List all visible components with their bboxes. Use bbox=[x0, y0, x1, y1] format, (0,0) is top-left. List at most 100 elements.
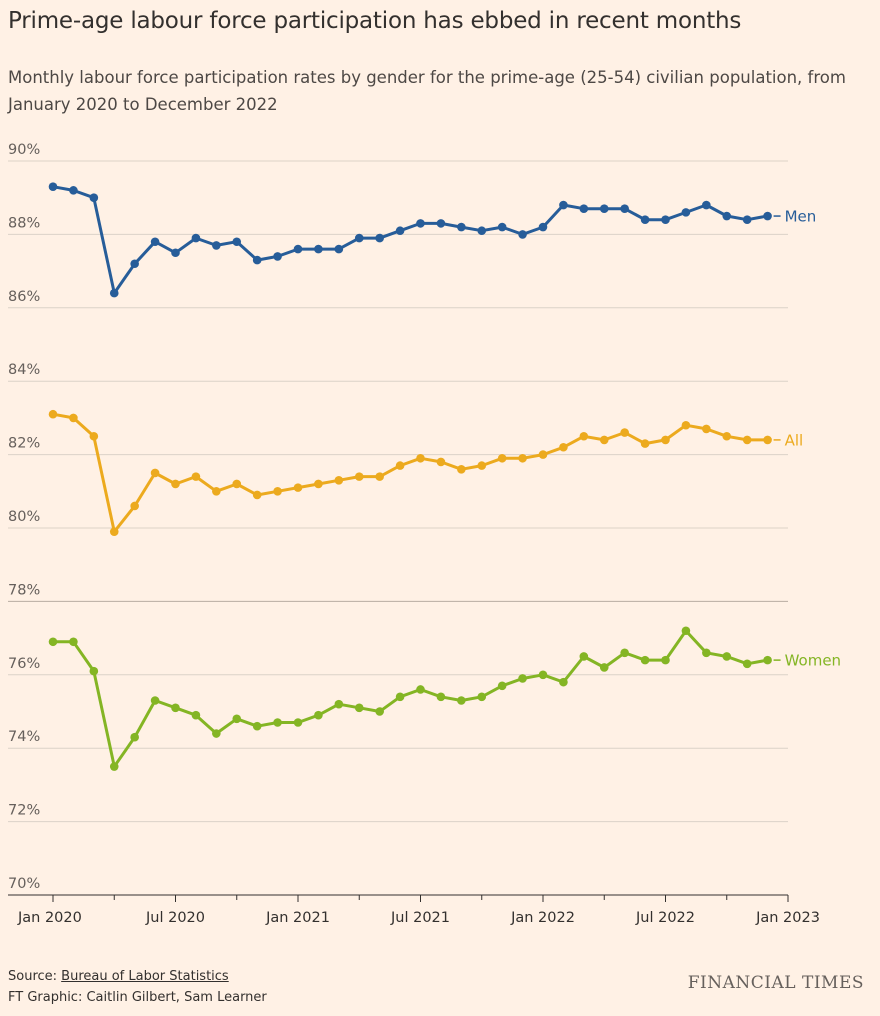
data-point-women bbox=[661, 655, 670, 665]
data-point-women bbox=[150, 696, 160, 705]
data-point-all bbox=[273, 487, 282, 496]
data-point-men bbox=[457, 222, 466, 232]
data-point-men bbox=[130, 259, 139, 269]
data-point-men bbox=[150, 237, 160, 247]
data-point-men bbox=[559, 200, 568, 210]
data-point-all bbox=[150, 468, 160, 478]
data-point-women bbox=[89, 666, 99, 676]
data-point-women bbox=[722, 652, 732, 661]
data-point-all bbox=[477, 461, 487, 470]
data-point-men bbox=[661, 215, 670, 225]
x-tick-label: Jul 2021 bbox=[390, 910, 450, 926]
data-point-men bbox=[375, 233, 384, 243]
data-point-all bbox=[497, 453, 507, 463]
x-tick-label: Jan 2023 bbox=[755, 910, 820, 926]
data-point-women bbox=[69, 637, 78, 647]
data-point-women bbox=[763, 655, 772, 665]
data-point-men bbox=[742, 215, 752, 225]
data-point-men bbox=[477, 226, 487, 236]
data-point-women bbox=[395, 692, 405, 702]
data-point-women bbox=[354, 703, 364, 713]
series-line-men bbox=[51, 185, 770, 295]
data-point-women bbox=[457, 696, 466, 705]
data-point-women bbox=[48, 637, 58, 647]
data-point-all bbox=[620, 428, 629, 437]
chart-title: Prime-age labour force participation has… bbox=[8, 8, 742, 34]
data-point-men bbox=[579, 204, 589, 214]
data-point-women bbox=[314, 710, 323, 720]
data-point-men bbox=[191, 233, 201, 243]
data-point-men bbox=[89, 193, 99, 202]
series-group bbox=[48, 182, 772, 771]
y-tick-label: 78% bbox=[8, 582, 40, 598]
data-point-women bbox=[640, 655, 650, 665]
data-point-all bbox=[354, 472, 364, 481]
data-point-women bbox=[436, 692, 446, 702]
y-tick-label: 76% bbox=[8, 656, 40, 672]
data-point-women bbox=[109, 762, 119, 771]
y-tick-label: 82% bbox=[8, 436, 40, 452]
data-point-men bbox=[436, 219, 446, 228]
data-point-men bbox=[48, 182, 58, 191]
y-tick-label: 88% bbox=[8, 215, 40, 231]
data-point-men bbox=[109, 288, 119, 298]
data-point-women bbox=[477, 692, 487, 702]
data-point-men bbox=[395, 226, 405, 236]
data-point-women bbox=[252, 721, 262, 731]
data-point-all bbox=[599, 435, 609, 445]
data-point-women bbox=[538, 670, 548, 680]
credit-line: FT Graphic: Caitlin Gilbert, Sam Learner bbox=[8, 990, 267, 1005]
data-point-men bbox=[334, 244, 344, 254]
data-point-all bbox=[334, 475, 344, 485]
series-line-women bbox=[51, 629, 770, 768]
data-point-women bbox=[579, 652, 589, 661]
data-point-men bbox=[354, 233, 364, 243]
y-tick-label: 74% bbox=[8, 729, 40, 745]
data-point-all bbox=[722, 431, 732, 441]
data-point-all bbox=[48, 409, 58, 419]
data-point-women bbox=[212, 729, 221, 738]
data-point-women bbox=[293, 718, 303, 727]
data-point-all bbox=[171, 479, 180, 489]
data-point-all bbox=[293, 483, 303, 492]
data-point-women bbox=[559, 677, 568, 687]
data-point-all bbox=[375, 472, 384, 481]
source-link[interactable]: Bureau of Labor Statistics bbox=[61, 969, 229, 984]
data-point-men bbox=[252, 255, 262, 265]
data-point-men bbox=[599, 204, 609, 214]
data-point-men bbox=[497, 222, 507, 232]
data-point-men bbox=[273, 252, 282, 261]
data-point-all bbox=[69, 413, 78, 423]
data-point-all bbox=[518, 453, 527, 463]
data-point-all bbox=[763, 435, 772, 445]
x-tick-label: Jan 2020 bbox=[17, 910, 82, 926]
data-point-all bbox=[559, 442, 568, 452]
data-point-all bbox=[681, 420, 691, 430]
data-point-all bbox=[579, 431, 589, 441]
data-point-all bbox=[538, 450, 548, 459]
data-point-men bbox=[702, 200, 711, 210]
data-point-all bbox=[252, 490, 262, 500]
data-point-all bbox=[702, 424, 711, 434]
data-point-women bbox=[334, 699, 344, 709]
x-tick-label: Jul 2022 bbox=[635, 910, 695, 926]
ft-logo: FINANCIAL TIMES bbox=[687, 973, 864, 993]
source-line: Source: Bureau of Labor Statistics bbox=[8, 966, 267, 987]
data-point-men bbox=[232, 237, 242, 247]
data-point-all bbox=[416, 453, 425, 463]
y-tick-label: 86% bbox=[8, 289, 40, 305]
data-point-men bbox=[212, 241, 221, 250]
data-point-all bbox=[640, 439, 650, 448]
data-point-all bbox=[314, 479, 323, 489]
data-point-men bbox=[293, 244, 303, 254]
data-point-men bbox=[538, 222, 548, 232]
data-point-men bbox=[763, 211, 772, 221]
data-point-women bbox=[191, 710, 201, 720]
series-labels: Men All Women bbox=[773, 208, 841, 670]
data-point-women bbox=[620, 648, 629, 658]
data-point-men bbox=[416, 219, 425, 228]
data-point-all bbox=[109, 527, 119, 536]
data-point-women bbox=[742, 659, 752, 669]
data-point-all bbox=[191, 472, 201, 481]
data-point-all bbox=[212, 487, 221, 496]
